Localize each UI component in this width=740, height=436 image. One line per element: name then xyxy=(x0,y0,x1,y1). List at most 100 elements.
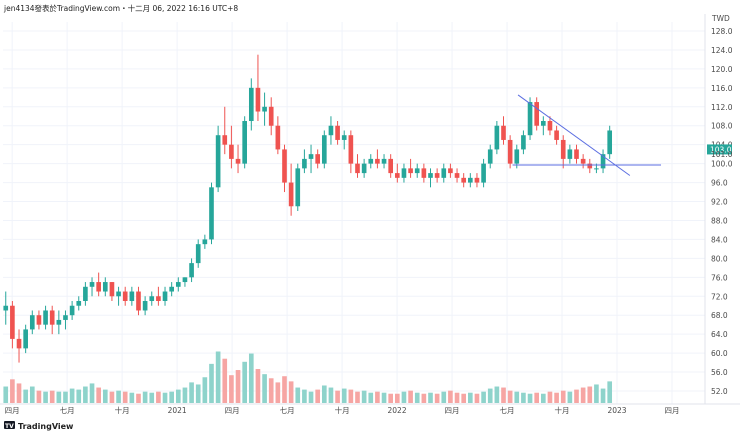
volume-bar xyxy=(136,393,141,403)
time-tick-label: 十月 xyxy=(555,405,570,415)
volume-bar xyxy=(594,384,599,403)
volume-bar xyxy=(580,387,586,403)
candle-body xyxy=(182,277,188,283)
volume-bar xyxy=(474,393,480,403)
candle-body xyxy=(454,173,460,178)
price-tick-label: 60.0 xyxy=(711,349,728,358)
trendline-descending-resistance xyxy=(517,94,631,176)
volume-bar xyxy=(16,383,22,403)
volume-bar xyxy=(421,393,427,403)
volume-bar xyxy=(23,389,28,403)
volume-bar xyxy=(321,385,327,403)
volume-bar xyxy=(268,378,274,403)
candle-body xyxy=(222,135,228,145)
volume-bar xyxy=(408,390,413,403)
time-tick-label: 2023 xyxy=(607,406,626,415)
candle-body xyxy=(122,291,128,301)
candle-body xyxy=(414,168,420,174)
price-tick-label: 112.0 xyxy=(711,103,733,112)
trendlines xyxy=(512,94,662,176)
volume-bar xyxy=(315,389,320,403)
candle-body xyxy=(527,102,533,136)
candle-body xyxy=(355,163,360,174)
candle-body xyxy=(63,315,68,320)
volume-bar xyxy=(182,387,188,403)
volume-bar xyxy=(63,391,68,403)
volume-bar xyxy=(308,391,314,403)
candle-body xyxy=(461,177,467,183)
candle-body xyxy=(375,158,380,164)
candle-body xyxy=(255,87,261,112)
volume-bar xyxy=(43,391,48,403)
candle-body xyxy=(580,158,586,164)
volume-bar xyxy=(10,379,15,403)
volume-bar xyxy=(222,358,228,403)
volume-bar xyxy=(102,389,108,403)
candle-body xyxy=(388,158,394,174)
candle-body xyxy=(441,168,447,178)
volume-bars xyxy=(3,351,613,403)
candle-body xyxy=(467,177,473,183)
candle-body xyxy=(96,282,101,292)
candle-body xyxy=(328,125,334,136)
volume-bar xyxy=(169,391,174,403)
time-axis[interactable]: 四月 七月 十月 2021 四月 七月 十月 2022 四月 七月 十月 2023 四月 xyxy=(5,405,680,415)
candle-body xyxy=(514,149,520,164)
candlesticks xyxy=(3,54,613,363)
volume-bar xyxy=(600,388,606,403)
tradingview-logo-icon xyxy=(4,421,15,429)
volume-bar xyxy=(567,391,573,403)
volume-bar xyxy=(461,393,467,403)
time-tick-label: 四月 xyxy=(445,406,460,415)
tradingview-logo[interactable]: TV TradingView xyxy=(4,421,74,431)
volume-bar xyxy=(441,391,447,403)
volume-bar xyxy=(514,391,520,403)
price-tick-label: 120.0 xyxy=(711,65,733,74)
candle-body xyxy=(401,168,407,178)
time-tick-label: 四月 xyxy=(225,406,240,415)
tradingview-brand-name: TradingView xyxy=(18,422,74,431)
candle-body xyxy=(408,168,413,174)
price-tick-label: 72.0 xyxy=(711,292,728,301)
volume-bar xyxy=(122,391,128,403)
grid xyxy=(3,22,705,404)
volume-bar xyxy=(487,388,493,403)
price-tick-label: 96.0 xyxy=(711,179,728,188)
time-tick-label: 七月 xyxy=(500,406,515,415)
prev-price-value: 101.0 xyxy=(711,150,733,159)
volume-bar xyxy=(547,391,553,403)
volume-bar xyxy=(175,389,181,403)
candle-body xyxy=(36,315,42,325)
candle-body xyxy=(268,106,274,126)
volume-bar xyxy=(375,391,380,403)
candle-body xyxy=(16,338,22,349)
candle-body xyxy=(295,168,301,207)
candle-body xyxy=(242,121,247,164)
volume-bar xyxy=(288,381,294,403)
volume-bar xyxy=(302,389,307,403)
time-tick-label: 四月 xyxy=(5,406,20,415)
price-tick-label: 108.0 xyxy=(711,122,733,131)
last-price-value: 103.0 xyxy=(710,145,732,154)
volume-bar xyxy=(428,392,433,403)
candle-body xyxy=(3,305,9,311)
volume-bar xyxy=(434,393,440,403)
volume-bar xyxy=(341,388,347,403)
candle-body xyxy=(594,168,599,170)
volume-bar xyxy=(335,390,340,403)
volume-bar xyxy=(560,390,566,403)
volume-bar xyxy=(242,361,247,403)
time-tick-label: 十月 xyxy=(335,405,350,415)
volume-bar xyxy=(96,387,101,403)
volume-bar xyxy=(414,392,420,403)
chart-caption: jen4134發表於TradingView.com・十二月 06, 2022 1… xyxy=(3,3,238,13)
volume-bar xyxy=(361,390,367,403)
candle-body xyxy=(142,301,148,311)
volume-bar xyxy=(381,392,387,403)
candle-body xyxy=(547,121,553,131)
volume-bar xyxy=(521,392,526,403)
candle-body xyxy=(494,125,500,150)
volume-bar xyxy=(29,386,35,403)
